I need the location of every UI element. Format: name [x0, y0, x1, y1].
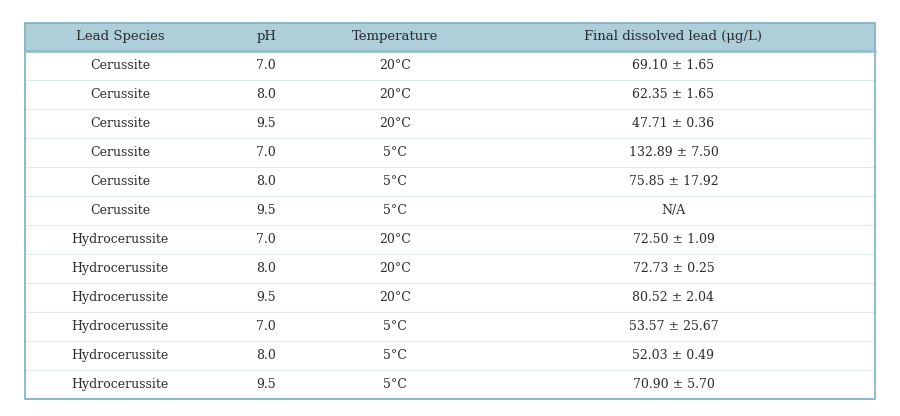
- Text: Final dissolved lead (μg/L): Final dissolved lead (μg/L): [584, 30, 762, 43]
- Text: 72.50 ± 1.09: 72.50 ± 1.09: [633, 233, 715, 246]
- Text: 20°C: 20°C: [379, 262, 410, 275]
- Text: 9.5: 9.5: [256, 204, 276, 217]
- Text: 5°C: 5°C: [382, 175, 407, 188]
- Text: 8.0: 8.0: [256, 262, 276, 275]
- Text: Hydrocerussite: Hydrocerussite: [72, 233, 169, 246]
- Text: 7.0: 7.0: [256, 146, 276, 159]
- Text: 20°C: 20°C: [379, 59, 410, 72]
- Text: Cerussite: Cerussite: [90, 59, 150, 72]
- Text: 5°C: 5°C: [382, 204, 407, 217]
- Text: 8.0: 8.0: [256, 349, 276, 362]
- Text: Cerussite: Cerussite: [90, 175, 150, 188]
- Text: Hydrocerussite: Hydrocerussite: [72, 291, 169, 304]
- Text: 75.85 ± 17.92: 75.85 ± 17.92: [628, 175, 718, 188]
- Text: 5°C: 5°C: [382, 320, 407, 333]
- Text: 5°C: 5°C: [382, 146, 407, 159]
- Bar: [25, 23, 875, 51]
- Text: 5°C: 5°C: [382, 378, 407, 391]
- Text: 72.73 ± 0.25: 72.73 ± 0.25: [633, 262, 715, 275]
- Text: Hydrocerussite: Hydrocerussite: [72, 320, 169, 333]
- Text: 20°C: 20°C: [379, 88, 410, 101]
- Text: 7.0: 7.0: [256, 233, 276, 246]
- Text: Cerussite: Cerussite: [90, 88, 150, 101]
- Text: 9.5: 9.5: [256, 117, 276, 130]
- Text: 9.5: 9.5: [256, 291, 276, 304]
- Text: Hydrocerussite: Hydrocerussite: [72, 262, 169, 275]
- Text: 20°C: 20°C: [379, 291, 410, 304]
- Text: 7.0: 7.0: [256, 59, 276, 72]
- Text: 9.5: 9.5: [256, 378, 276, 391]
- Text: Cerussite: Cerussite: [90, 146, 150, 159]
- Text: Temperature: Temperature: [352, 30, 438, 43]
- Text: 8.0: 8.0: [256, 88, 276, 101]
- Text: Hydrocerussite: Hydrocerussite: [72, 349, 169, 362]
- Text: 52.03 ± 0.49: 52.03 ± 0.49: [633, 349, 715, 362]
- Text: 53.57 ± 25.67: 53.57 ± 25.67: [628, 320, 718, 333]
- Text: 5°C: 5°C: [382, 349, 407, 362]
- Text: Hydrocerussite: Hydrocerussite: [72, 378, 169, 391]
- Text: 20°C: 20°C: [379, 117, 410, 130]
- Text: 70.90 ± 5.70: 70.90 ± 5.70: [633, 378, 715, 391]
- Text: 69.10 ± 1.65: 69.10 ± 1.65: [633, 59, 715, 72]
- Text: 132.89 ± 7.50: 132.89 ± 7.50: [628, 146, 718, 159]
- Text: 7.0: 7.0: [256, 320, 276, 333]
- Text: 8.0: 8.0: [256, 175, 276, 188]
- Text: Cerussite: Cerussite: [90, 204, 150, 217]
- Text: N/A: N/A: [662, 204, 686, 217]
- Text: 62.35 ± 1.65: 62.35 ± 1.65: [633, 88, 715, 101]
- Text: Lead Species: Lead Species: [76, 30, 165, 43]
- Text: 47.71 ± 0.36: 47.71 ± 0.36: [633, 117, 715, 130]
- Text: pH: pH: [256, 30, 276, 43]
- Text: 80.52 ± 2.04: 80.52 ± 2.04: [633, 291, 715, 304]
- Text: 20°C: 20°C: [379, 233, 410, 246]
- Text: Cerussite: Cerussite: [90, 117, 150, 130]
